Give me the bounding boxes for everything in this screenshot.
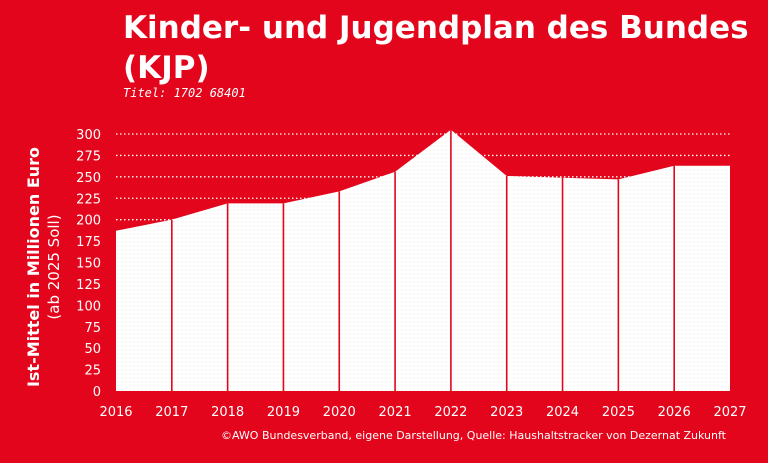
y-tick-label: 50 (84, 342, 101, 357)
x-tick-label: 2022 (434, 405, 467, 420)
y-tick-label: 225 (76, 192, 101, 207)
y-tick-label: 300 (76, 128, 101, 143)
y-tick-label: 250 (76, 171, 101, 186)
chart-title: Kinder- und Jugendplan des Bundes (KJP) (123, 10, 749, 86)
y-tick-label: 150 (76, 257, 101, 272)
y-tick-label: 125 (76, 278, 101, 293)
x-tick-label: 2027 (713, 405, 746, 420)
x-tick-label: 2021 (379, 405, 412, 420)
y-tick-label: 100 (76, 299, 101, 314)
x-tick-label: 2019 (267, 405, 300, 420)
y-tick-label: 75 (84, 321, 101, 336)
y-tick-label: 175 (76, 235, 101, 250)
x-tick-label: 2016 (99, 405, 132, 420)
y-tick-label: 25 (84, 364, 101, 379)
y-tick-label: 0 (93, 385, 101, 400)
source-note: ©AWO Bundesverband, eigene Darstellung, … (221, 429, 726, 442)
x-tick-label: 2017 (155, 405, 188, 420)
x-tick-label: 2024 (546, 405, 579, 420)
x-tick-label: 2018 (211, 405, 244, 420)
y-tick-label: 275 (76, 149, 101, 164)
x-tick-label: 2026 (658, 405, 691, 420)
x-tick-label: 2020 (323, 405, 356, 420)
y-tick-label: 200 (76, 214, 101, 229)
x-tick-label: 2023 (490, 405, 523, 420)
x-tick-label: 2025 (602, 405, 635, 420)
chart-subtitle: Titel: 1702 68401 (123, 86, 246, 100)
area-series (116, 129, 730, 391)
